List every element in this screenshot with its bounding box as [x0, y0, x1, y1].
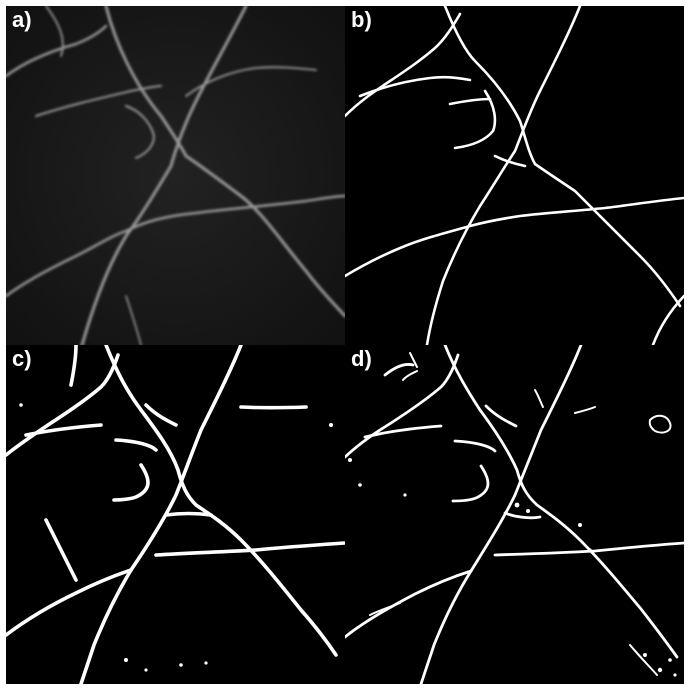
- panel-c-segmentation: c): [6, 345, 345, 684]
- panel-b-ground-truth: b): [345, 6, 684, 345]
- panel-b-label: b): [351, 7, 372, 32]
- panel-a-label: a): [12, 7, 32, 32]
- panel-a-micrograph: a): [6, 6, 345, 345]
- panel-d-image: [345, 345, 684, 684]
- panel-d-label: d): [351, 346, 372, 371]
- panel-c-label: c): [12, 346, 32, 371]
- panel-d-segmentation: d): [345, 345, 684, 684]
- panel-a-image: [6, 6, 345, 345]
- panel-b-image: [345, 6, 684, 345]
- panel-c-image: [6, 345, 345, 684]
